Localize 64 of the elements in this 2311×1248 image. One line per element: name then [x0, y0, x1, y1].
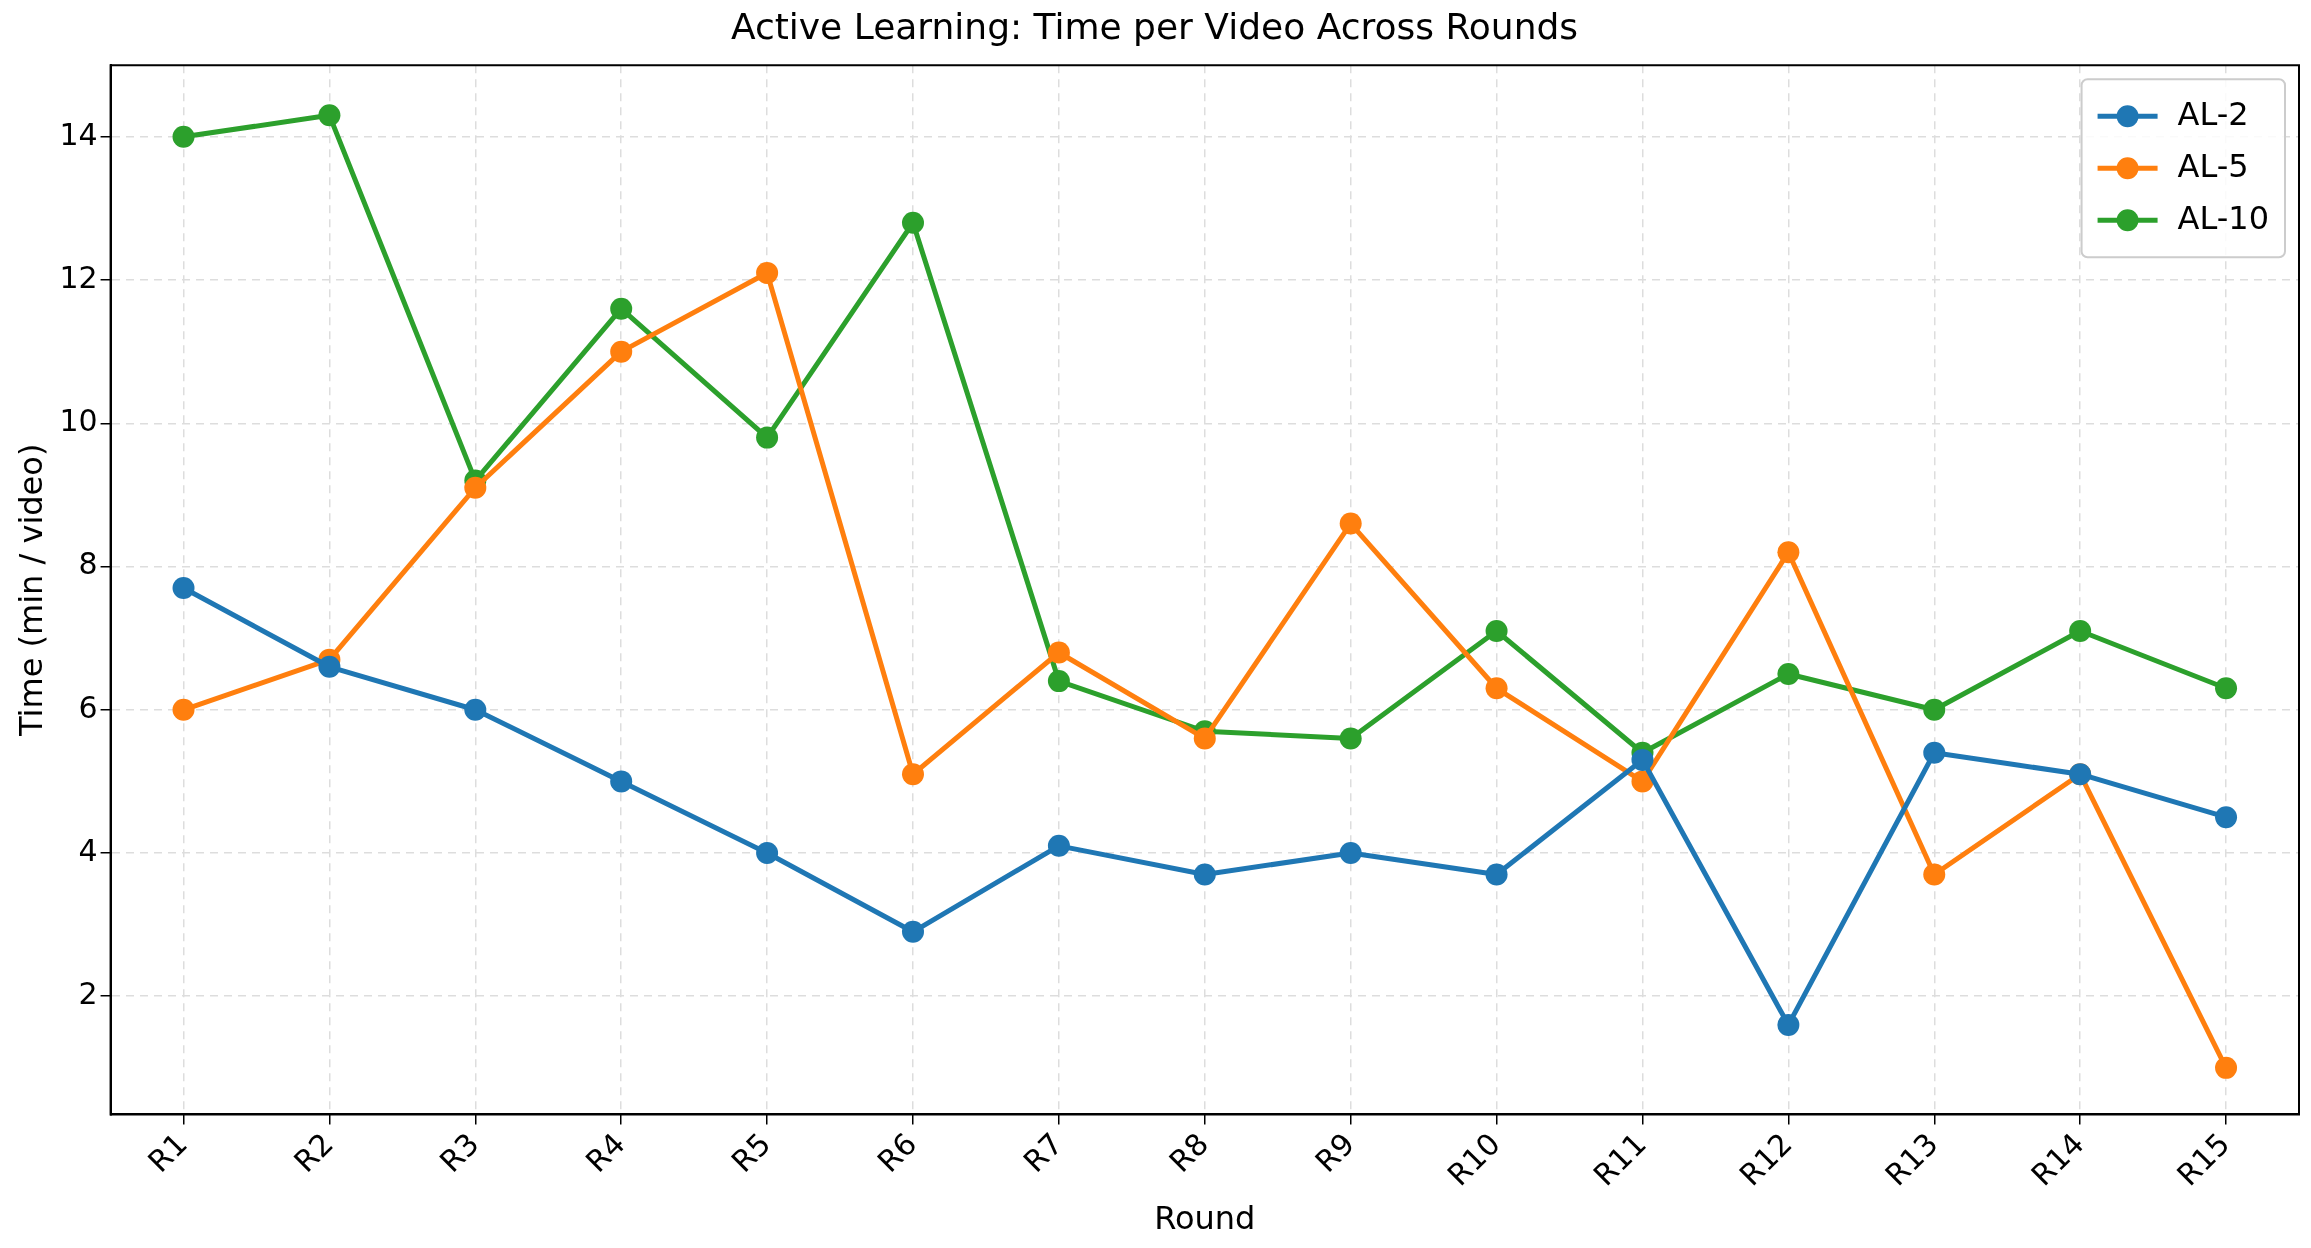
point — [318, 104, 341, 127]
point — [1631, 770, 1654, 793]
legend-label: AL-2 — [2177, 94, 2249, 133]
point — [1485, 677, 1508, 700]
legend-label: AL-10 — [2177, 198, 2269, 237]
point — [172, 125, 195, 148]
x-tick-label: R1 — [141, 1125, 194, 1179]
legend-label: AL-5 — [2177, 146, 2249, 185]
point — [1923, 863, 1946, 886]
x-tick-label: R4 — [578, 1125, 632, 1179]
y-axis-title: Time (min / video) — [11, 443, 50, 737]
x-tick-label: R7 — [1016, 1125, 1070, 1179]
y-tick-label: 8 — [78, 546, 98, 582]
point — [1923, 741, 1946, 764]
point — [2215, 1056, 2238, 1079]
x-tick-label: R13 — [1878, 1125, 1945, 1193]
point — [610, 770, 633, 793]
point — [610, 297, 633, 320]
point — [1631, 748, 1654, 771]
y-tick-label: 6 — [78, 689, 98, 725]
point — [464, 476, 487, 499]
point — [756, 261, 779, 284]
x-tick-label: R14 — [2024, 1125, 2091, 1193]
point — [2069, 619, 2092, 642]
point — [172, 577, 195, 600]
point — [610, 340, 633, 363]
y-tick-label: 4 — [78, 832, 98, 868]
x-axis-title: Round — [1154, 1199, 1256, 1238]
point — [2215, 806, 2238, 829]
point — [1193, 727, 1216, 750]
point — [1047, 834, 1070, 857]
point — [464, 698, 487, 721]
x-tick-label: R2 — [286, 1125, 340, 1179]
point — [902, 920, 924, 943]
y-tick-label: 14 — [59, 116, 98, 152]
point — [902, 211, 924, 234]
point — [1339, 842, 1362, 864]
y-tick-label: 2 — [78, 976, 98, 1012]
y-tick-label: 12 — [59, 259, 98, 295]
x-tick-label: R11 — [1586, 1125, 1653, 1193]
point — [1193, 863, 1216, 886]
x-tick-label: R3 — [432, 1125, 486, 1179]
point — [1777, 541, 1800, 564]
point — [756, 426, 779, 449]
chart-title: Active Learning: Time per Video Across Rounds — [730, 5, 1579, 47]
point — [1485, 619, 1508, 642]
x-tick-label: R9 — [1308, 1125, 1362, 1179]
point — [1923, 698, 1946, 721]
point — [1777, 1013, 1800, 1036]
point — [1777, 662, 1800, 685]
point — [318, 655, 341, 678]
point — [172, 698, 195, 721]
point — [1339, 727, 1362, 750]
x-tick-label: R5 — [724, 1125, 778, 1179]
point — [1047, 670, 1070, 693]
point — [1485, 863, 1508, 886]
point — [1047, 641, 1070, 664]
point — [1339, 512, 1362, 535]
x-tick-label: R8 — [1162, 1125, 1216, 1179]
y-tick-label: 10 — [59, 403, 98, 439]
point — [756, 842, 779, 864]
point — [2215, 677, 2238, 700]
point — [902, 763, 924, 786]
x-tick-label: R6 — [870, 1125, 924, 1179]
